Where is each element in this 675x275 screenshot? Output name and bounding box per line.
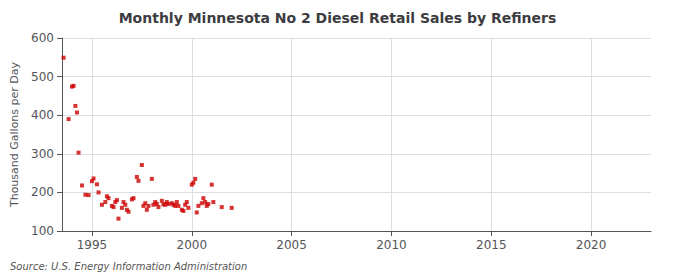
svg-text:100: 100 — [31, 224, 54, 238]
svg-text:500: 500 — [31, 70, 54, 84]
svg-text:1995: 1995 — [77, 238, 108, 252]
svg-text:2010: 2010 — [376, 238, 407, 252]
svg-text:2005: 2005 — [276, 238, 307, 252]
svg-text:400: 400 — [31, 108, 54, 122]
svg-text:200: 200 — [31, 185, 54, 199]
svg-text:2020: 2020 — [576, 238, 607, 252]
svg-text:Source: U.S. Energy Informatio: Source: U.S. Energy Information Administ… — [10, 261, 247, 272]
svg-text:Thousand Gallons per Day: Thousand Gallons per Day — [8, 61, 21, 208]
svg-text:2015: 2015 — [476, 238, 507, 252]
svg-text:300: 300 — [31, 147, 54, 161]
svg-text:600: 600 — [31, 31, 54, 45]
svg-text:Monthly Minnesota No 2 Diesel: Monthly Minnesota No 2 Diesel Retail Sal… — [119, 10, 557, 26]
svg-text:2000: 2000 — [177, 238, 208, 252]
